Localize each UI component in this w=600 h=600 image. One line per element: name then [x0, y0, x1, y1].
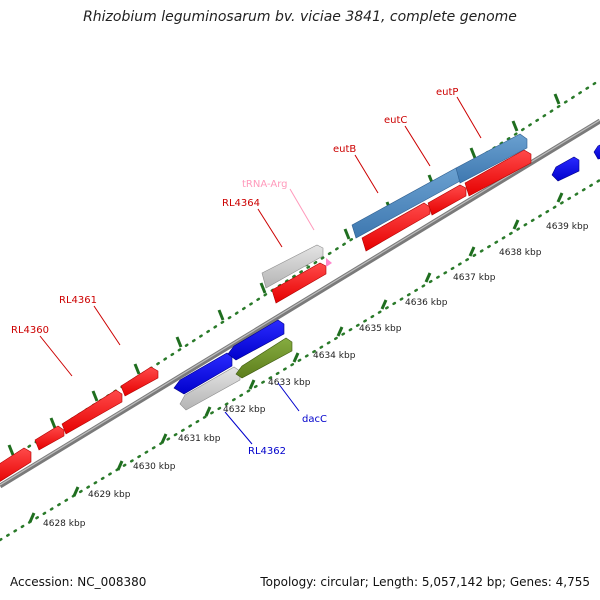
ruler-tick-label: 4635 kbp: [359, 324, 402, 334]
upper-track-genes: [261, 133, 528, 289]
inner-ruler-dots: [0, 178, 600, 542]
gene-label-rl4361: RL4361: [59, 295, 97, 306]
gene-arrow-blue[interactable]: [173, 352, 233, 395]
gene-label-eutb: eutB: [333, 144, 356, 155]
genome-title: Rhizobium leguminosarum bv. viciae 3841,…: [83, 9, 517, 25]
gene-dacc-arrow[interactable]: [235, 337, 293, 379]
gene-label-dacc: dacC: [302, 414, 327, 425]
gene-label-rl4362: RL4362: [248, 446, 286, 457]
ruler-tick-label: 4632 kbp: [223, 405, 266, 415]
ruler-tick-label: 4639 kbp: [546, 222, 589, 232]
gene-arrow-blue[interactable]: [551, 156, 580, 182]
ruler-tick-label: 4636 kbp: [405, 298, 448, 308]
gene-rl4362-arrow[interactable]: [179, 366, 241, 411]
gene-label-eutp: eutP: [436, 87, 458, 98]
gene-eutb-arrow[interactable]: [361, 202, 431, 252]
label-leaders: [39, 96, 482, 445]
gene-eutp-arrow[interactable]: [464, 149, 532, 197]
gene-label-rl4364: RL4364: [222, 198, 260, 209]
genome-backbone: [0, 118, 600, 489]
inner-ruler-ticks: [28, 192, 564, 523]
ruler-tick-label: 4629 kbp: [88, 490, 131, 500]
gene-label-eutc: eutC: [384, 115, 407, 126]
gene-eutc-arrow[interactable]: [427, 184, 467, 216]
topology-summary: Topology: circular; Length: 5,057,142 bp…: [260, 575, 590, 589]
gene-arrow[interactable]: [34, 425, 65, 451]
gene-rl4361-arrow[interactable]: [120, 366, 159, 397]
ruler-tick-label: 4628 kbp: [43, 519, 86, 529]
reverse-genes: [173, 143, 600, 411]
gene-arrow[interactable]: [0, 447, 32, 484]
ruler-tick-label: 4631 kbp: [178, 434, 221, 444]
forward-genes: [0, 149, 532, 484]
gene-rl4360-arrow[interactable]: [61, 389, 123, 435]
trna-arg-marker[interactable]: [326, 258, 332, 267]
gene-rl4364-arrow[interactable]: [271, 262, 327, 304]
ruler-tick-label: 4638 kbp: [499, 248, 542, 258]
gene-grey-arrow[interactable]: [261, 244, 324, 289]
ruler-tick-label: 4634 kbp: [313, 351, 356, 361]
accession-label: Accession: NC_008380: [10, 575, 147, 589]
ruler-tick-label: 4630 kbp: [133, 462, 176, 472]
gene-arrow-blue[interactable]: [227, 319, 285, 361]
gene-arrow-blue[interactable]: [593, 143, 600, 160]
gene-label-rl4360: RL4360: [11, 325, 49, 336]
ruler-tick-label: 4637 kbp: [453, 273, 496, 283]
gene-eut-operon-arrow[interactable]: [455, 133, 528, 184]
gene-label-trna-arg: tRNA-Arg: [242, 179, 287, 190]
ruler-tick-label: 4633 kbp: [268, 378, 311, 388]
